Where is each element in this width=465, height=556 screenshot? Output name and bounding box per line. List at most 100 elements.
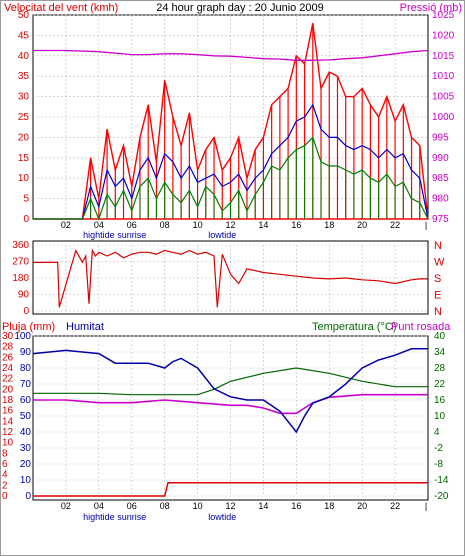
pressure-series-line xyxy=(33,49,429,61)
humidity-y-tick-label: 0 xyxy=(25,491,31,502)
pressure-y-tick-label: 975 xyxy=(432,214,449,225)
wind-annotation: lowtide xyxy=(208,230,236,240)
rain-y-tick-label: 6 xyxy=(2,459,8,470)
hum-annotation: lowtide xyxy=(208,512,236,522)
rain-y-tick-label: 16 xyxy=(2,406,14,417)
wind-annotation: hightide xyxy=(83,230,115,240)
panel-direction-frame xyxy=(32,240,429,315)
rain-y-tick-label: 30 xyxy=(2,331,14,342)
humidity-y-tick-label: 100 xyxy=(14,331,31,342)
rain-y-tick-label: 4 xyxy=(2,470,8,481)
direction-y-tick-label: 360 xyxy=(12,240,29,251)
temperature-y-tick-label: 4 xyxy=(434,427,440,438)
compass-tick-label: N xyxy=(434,306,442,318)
rain-y-tick-label: 0 xyxy=(2,491,8,502)
gust-series-line xyxy=(33,23,429,220)
humidity-label: Humitat xyxy=(66,321,104,333)
rain-y-tick-label: 24 xyxy=(2,363,14,374)
lull-series-line xyxy=(33,136,429,221)
wind-x-tick-label: 18 xyxy=(324,220,334,230)
rain-y-tick-label: 14 xyxy=(2,416,14,427)
hum-x-tick-label: 16 xyxy=(291,501,301,511)
direction-series-line xyxy=(33,248,428,308)
wind-x-tick-label: 20 xyxy=(357,220,367,230)
compass-tick-label: S xyxy=(434,273,441,285)
humidity-y-tick-label: 80 xyxy=(20,363,32,374)
compass-tick-label: E xyxy=(434,290,441,302)
wind-annotation: sunrise xyxy=(117,230,146,240)
wind-y-tick-label: 15 xyxy=(18,153,30,164)
rain-y-tick-label: 2 xyxy=(2,480,8,491)
rain-y-tick-label: 8 xyxy=(2,448,8,459)
pressure-label: Pressió (mb) xyxy=(400,2,462,14)
wind-y-tick-label: 50 xyxy=(18,10,30,21)
temperature-y-tick-label: -20 xyxy=(434,491,449,502)
humidity-y-tick-label: 70 xyxy=(20,379,32,390)
hum-x-tick-label: 14 xyxy=(258,501,268,511)
wind-x-tick-end: | xyxy=(425,220,427,230)
temperature-y-tick-label: 34 xyxy=(434,347,446,358)
avg-wind-series-line xyxy=(33,103,429,220)
pressure-y-tick-label: 980 xyxy=(432,194,449,205)
rain-y-tick-label: 22 xyxy=(2,374,14,385)
humidity-temperature-chart: 0246810121416182022242628300102030405060… xyxy=(2,331,449,522)
hum-annotation: sunrise xyxy=(117,512,146,522)
wind-y-tick-label: 20 xyxy=(18,132,30,143)
humidity-y-tick-label: 40 xyxy=(20,427,32,438)
hum-x-tick-label: 18 xyxy=(324,501,334,511)
wind-y-tick-label: 35 xyxy=(18,71,30,82)
wind-x-tick-label: 14 xyxy=(258,220,268,230)
wind-speed-label: Velocitat del vent (kmh) xyxy=(4,2,118,14)
temperature-y-tick-label: 40 xyxy=(434,331,446,342)
rain-y-tick-label: 12 xyxy=(2,427,14,438)
direction-y-tick-label: 0 xyxy=(23,306,29,317)
temperature-y-tick-label: 28 xyxy=(434,363,446,374)
temperature-y-tick-label: -14 xyxy=(434,475,449,486)
hum-x-tick-label: 08 xyxy=(160,501,170,511)
wind-x-tick-label: 04 xyxy=(94,220,104,230)
compass-tick-label: N xyxy=(434,240,442,252)
hum-x-tick-label: 20 xyxy=(357,501,367,511)
pressure-y-tick-label: 990 xyxy=(432,153,449,164)
wind-y-tick-label: 10 xyxy=(18,173,30,184)
direction-y-tick-label: 180 xyxy=(12,273,29,284)
hum-x-tick-label: 06 xyxy=(127,501,137,511)
hum-x-tick-label: 02 xyxy=(61,501,71,511)
dewpoint-label: Punt rosada xyxy=(391,321,451,333)
rain-y-tick-label: 28 xyxy=(2,342,14,353)
pressure-y-tick-label: 1015 xyxy=(432,51,455,62)
wind-x-tick-label: 22 xyxy=(390,220,400,230)
pressure-y-tick-label: 1010 xyxy=(432,71,455,82)
hum-x-tick-label: 10 xyxy=(193,501,203,511)
hum-annotation: hightide xyxy=(83,512,115,522)
pressure-y-tick-label: 995 xyxy=(432,132,449,143)
wind-x-tick-label: 06 xyxy=(127,220,137,230)
pressure-y-tick-label: 1020 xyxy=(432,30,455,41)
direction-y-tick-label: 270 xyxy=(12,257,29,268)
rain-y-tick-label: 18 xyxy=(2,395,14,406)
wind-x-tick-label: 16 xyxy=(291,220,301,230)
direction-y-tick-label: 90 xyxy=(18,290,30,301)
pressure-y-tick-label: 1000 xyxy=(432,112,455,123)
humidity-y-tick-label: 20 xyxy=(20,459,32,470)
humidity-y-tick-label: 50 xyxy=(20,411,32,422)
dewpoint-series-line xyxy=(33,393,428,415)
wind-x-tick-label: 10 xyxy=(193,220,203,230)
rain-y-tick-label: 26 xyxy=(2,352,14,363)
wind-y-tick-label: 30 xyxy=(18,92,30,103)
pressure-y-tick-label: 1025 xyxy=(432,10,455,21)
temperature-series-line xyxy=(33,367,428,396)
rain-series-line xyxy=(33,481,428,497)
rain-label: Pluja (mm) xyxy=(2,321,55,333)
wind-y-tick-label: 40 xyxy=(18,51,30,62)
hum-x-tick-label: 22 xyxy=(390,501,400,511)
wind-direction-chart: 0 N 90 E 180 S 270 W 360 N xyxy=(12,240,445,318)
hum-x-tick-end: | xyxy=(425,501,427,511)
wind-y-tick-label: 5 xyxy=(23,194,29,205)
wind-x-tick-label: 08 xyxy=(160,220,170,230)
compass-tick-label: W xyxy=(434,257,445,269)
rain-y-tick-label: 10 xyxy=(2,438,14,449)
chart-title: 24 hour graph day : 20 Junio 2009 xyxy=(156,2,324,14)
